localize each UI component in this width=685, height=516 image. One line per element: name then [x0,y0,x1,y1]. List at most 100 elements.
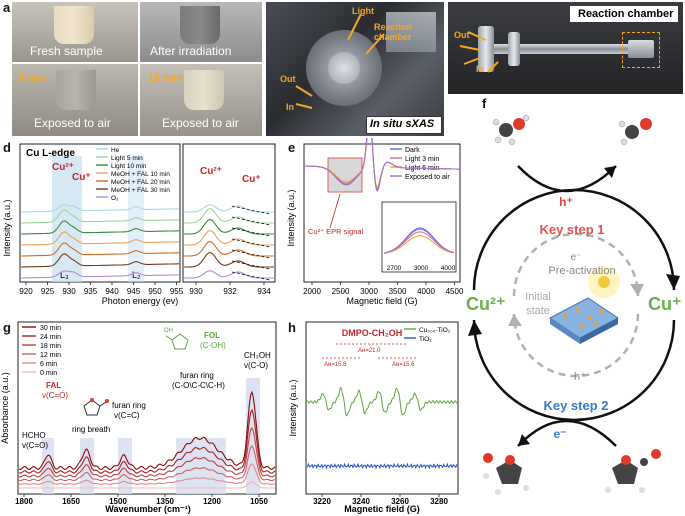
vial [56,70,96,110]
legend-entry: 24 min [40,334,61,341]
spectra-left [21,204,179,279]
in-label: In [286,102,294,112]
spectrum-curve [21,209,179,224]
inset-frame [381,201,457,273]
outer-arc-bottom [472,319,676,422]
spectrum-curve [21,220,179,235]
epr-curve-tio2 [306,462,458,470]
methanol-molecule-icon [492,114,530,146]
fol-label: FOL [204,331,220,340]
band-hcho [42,438,54,494]
tick-label: 1800 [15,497,33,506]
inset-spectra [383,227,455,254]
tick-label: 932 [223,287,237,296]
spectrum-curve [21,204,179,213]
inset-ticks: 2700 3000 4000 [387,265,456,272]
tile-caption: After irradiation [150,44,232,58]
legend-entry: He [111,147,120,154]
formaldehyde-molecule-icon [618,118,652,146]
photo-after-irradiation: After irradiation [140,2,262,62]
x-ticks-right: 930 932 934 [189,282,271,296]
x-ticks: 3220 3240 3260 3280 [313,494,448,506]
tick-label: 1050 [250,497,268,506]
ir-curve [19,481,275,489]
epr-annotation: Cu²⁺ EPR signal [308,227,364,236]
panel-f-label: f [482,96,487,111]
tick-label: 1200 [203,497,221,506]
panel-d-label: d [3,140,11,155]
legend-entry: Exposed to air [405,174,450,181]
fal-label: FAL [46,381,61,390]
inset-curve [383,235,455,254]
light-label: Light [352,6,374,16]
x-ticks: 2000 2500 3000 3500 4000 4500 [303,282,464,296]
catalyst-lattice-icon [549,297,619,344]
baseline-guide [231,205,271,215]
inner-arc-bottom [512,313,640,378]
chamber-port [328,52,360,84]
x-ticks: 1800 1650 1500 1350 1200 1050 [15,494,268,506]
caption-text: Reaction chamber [578,8,674,20]
key-step-1: Key step 1 [539,222,604,237]
legend-entry: Dark [405,147,420,154]
furfural-molecule-icon [605,449,661,493]
legend-entry: 0 min [40,370,57,377]
ir-curve [18,427,276,478]
band-furan1 [118,438,132,494]
tick-label: 930 [189,287,203,296]
photo-insitu-sxas: Light Reaction chamber Out In In situ sX… [266,2,444,136]
pre-activation: Pre-activation [548,265,615,277]
plot-frame [305,321,459,495]
spectrum-curve [21,242,179,257]
cu2-label-right: Cu²⁺ [200,166,222,177]
tick-label: 3220 [313,497,331,506]
fol-mode: (C-OH) [200,341,226,350]
inset-tick-label: 4000 [441,265,456,272]
legend-entry: Light 3 min [405,156,439,163]
l2-band [128,156,144,282]
furan1-mode: v(C=C) [114,411,140,420]
arc-arrowhead [468,320,482,336]
step1-arrowhead [604,166,616,178]
legend-entry: MeOH + FAL 20 min [111,179,170,186]
hplus-inner: h⁺ [574,371,586,383]
cu1-state: Cu⁺ [648,294,682,314]
ch3oh-mode: v(C-O) [244,361,268,370]
x-axis-label: Magnetic field (G) [344,504,420,514]
an-label-2: Aɴ=15.6 [392,362,415,368]
cu1-label-right: Cu⁺ [242,174,261,185]
ring-breath-label: ring breath [72,425,110,434]
photo-fresh-sample: Fresh sample [12,2,138,62]
ir-curve [18,408,276,474]
out-label: Out [454,30,470,40]
vial [180,6,220,44]
legend: Cu₃₀₀-TiO₂ TiO₂ [404,327,451,343]
arc-arrowhead [666,274,680,290]
furfuryl-alcohol-molecule-icon [483,453,529,495]
tile-time: 15 min [148,72,183,84]
y-axis-label: Intensity (a.u.) [2,199,12,256]
initial-state-1: Initial [525,291,551,303]
baseline-guide [231,216,271,226]
tick-label: 3500 [389,287,407,296]
furan2-label: furan ring [180,371,214,380]
cu2-state: Cu²⁺ [466,294,506,314]
epr-curve [305,138,459,192]
annotation-arrow [329,193,341,229]
furan2-mode: (C-O\C-C\C-H) [172,381,225,390]
panel-a-label: a [3,0,11,15]
tick-label: 3000 [360,287,378,296]
tick-label: 945 [127,287,141,296]
x-ticks-left: 920 925 930 935 940 945 950 955 [19,282,184,296]
furan1-label: furan ring [112,401,146,410]
vial [54,6,94,44]
x-axis-label: Wavenumber (cm⁻¹) [105,504,190,514]
legend-entry: MeOH + FAL 10 min [111,171,170,178]
baseline-guide [231,238,271,248]
ir-spectra [18,390,276,489]
legend-entry: TiO₂ [419,336,432,343]
inner-arrowhead [630,284,644,296]
furfuryl-icon [165,333,189,350]
flange-mid [508,32,520,66]
